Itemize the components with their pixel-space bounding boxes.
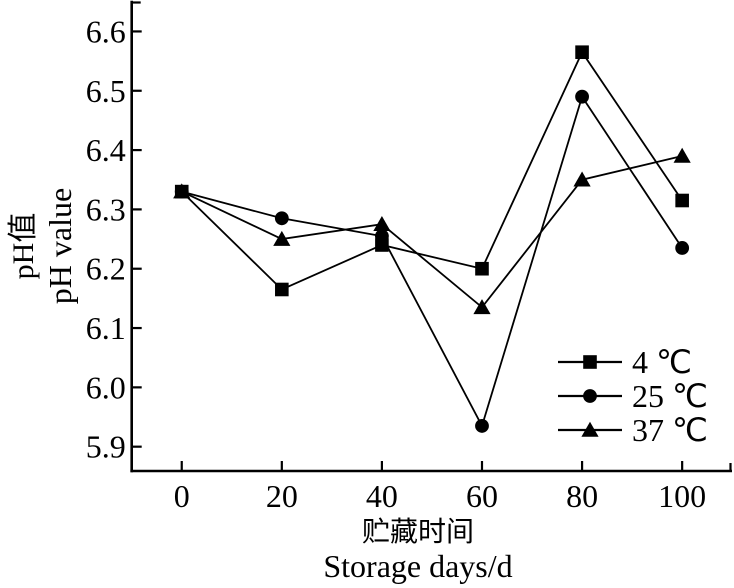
x-tick-label: 100 <box>658 478 706 514</box>
data-point-triangle <box>273 230 291 246</box>
y-tick-label: 6.1 <box>86 310 126 346</box>
x-tick-label: 0 <box>174 478 190 514</box>
data-point-triangle <box>373 216 391 232</box>
legend-marker-triangle <box>581 421 599 437</box>
y-tick-label: 6.2 <box>86 251 126 287</box>
data-point-square <box>275 282 289 297</box>
legend-marker-circle <box>583 389 597 403</box>
series-line-triangle <box>181 155 683 309</box>
data-point-circle <box>274 211 289 226</box>
y-tick-label: 6.6 <box>86 13 126 49</box>
y-tick-label: 5.9 <box>86 429 126 465</box>
x-tick-label: 40 <box>366 478 398 514</box>
y-tick-label: 6.4 <box>86 132 126 168</box>
data-point-triangle <box>673 147 691 163</box>
y-tick-label: 6.5 <box>86 73 126 109</box>
y-axis-title-zh: pH值 <box>7 213 40 280</box>
series-line-circle <box>181 94 683 429</box>
y-tick-label: 6.3 <box>86 191 126 227</box>
x-axis-title-zh: 贮藏时间 <box>362 516 474 548</box>
data-point-square <box>475 261 489 276</box>
legend-marker-square <box>583 355 597 369</box>
axes: 5.9 6.0 6.1 6.2 6.3 6.4 6.5 6.6 0 20 40 60 80 100 <box>86 0 732 514</box>
data-point-square <box>174 184 189 199</box>
data-point-circle <box>475 419 489 433</box>
x-tick-label: 20 <box>266 478 298 514</box>
data-point-square <box>375 238 389 252</box>
data-point-triangle <box>573 171 591 187</box>
y-axis-title-en: pH value <box>42 188 78 304</box>
data-point-circle <box>675 241 690 255</box>
data-point-square <box>575 45 589 60</box>
y-tick-label: 6.0 <box>86 369 126 405</box>
x-tick-label: 60 <box>466 478 498 514</box>
data-point-square <box>675 193 689 208</box>
x-axis-title-en: Storage days/d <box>323 548 512 584</box>
data-point-circle <box>575 89 589 104</box>
legend-label: 25 ℃ <box>632 378 708 414</box>
series-line-square <box>181 50 683 291</box>
legend: 4 ℃25 ℃37 ℃ <box>558 344 708 448</box>
series-layer <box>173 45 691 433</box>
legend-label: 37 ℃ <box>632 412 708 448</box>
data-point-triangle <box>473 299 491 315</box>
x-tick-label: 80 <box>566 478 598 514</box>
legend-label: 4 ℃ <box>632 344 692 380</box>
